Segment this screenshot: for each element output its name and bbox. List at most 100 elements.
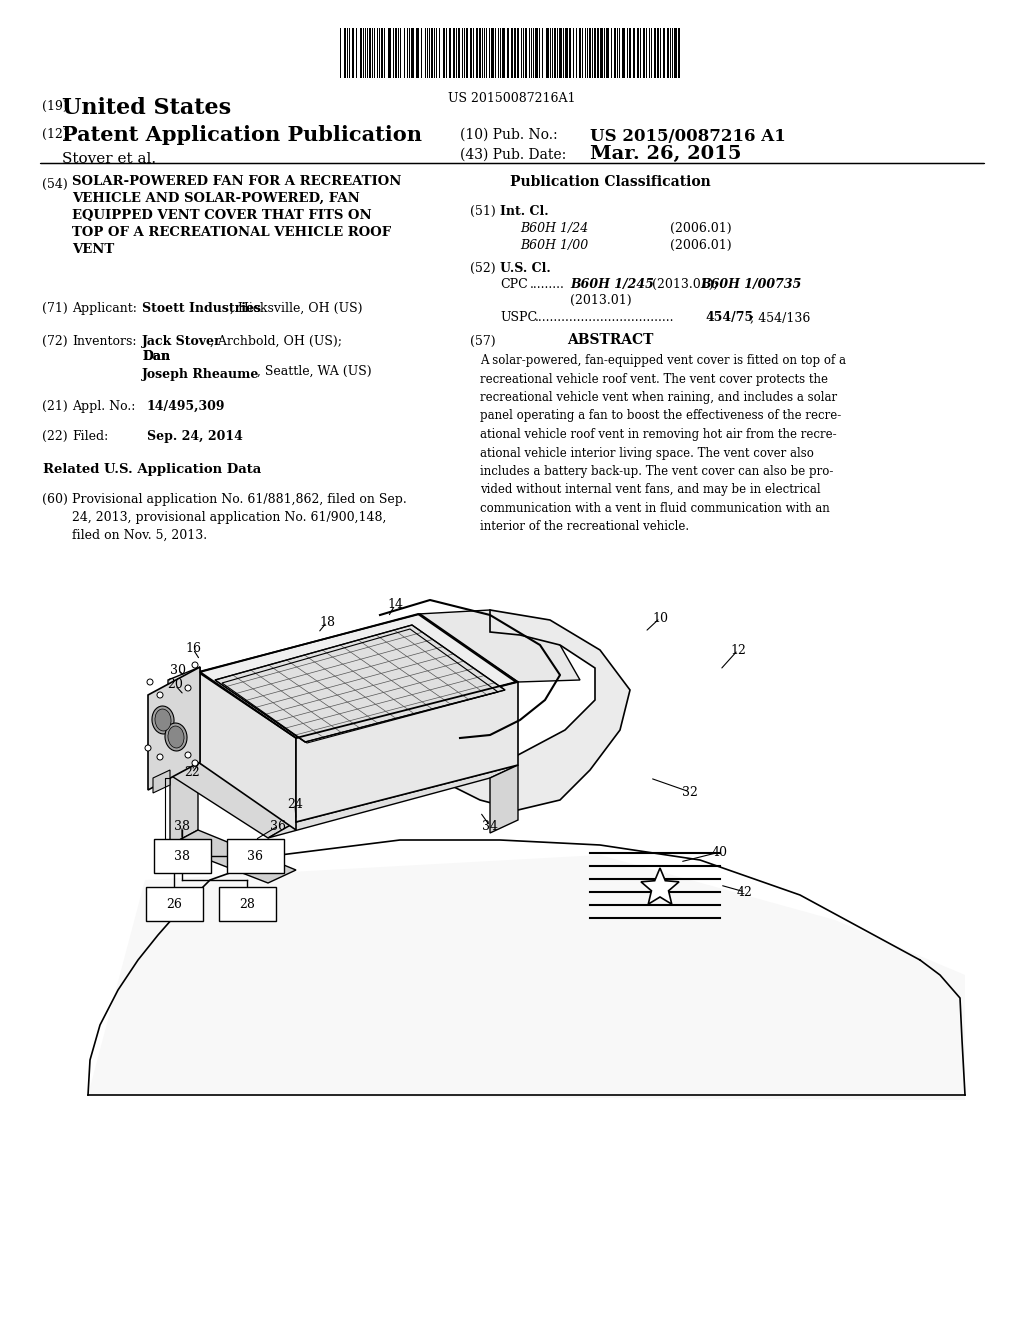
Text: , Seattle, WA (US): , Seattle, WA (US) <box>257 366 372 378</box>
Bar <box>674 28 677 78</box>
Bar <box>554 28 556 78</box>
Bar <box>535 28 538 78</box>
Text: (51): (51) <box>470 205 496 218</box>
Bar <box>597 28 599 78</box>
Bar <box>511 28 513 78</box>
Polygon shape <box>168 667 200 775</box>
Bar <box>388 28 391 78</box>
Polygon shape <box>198 672 296 830</box>
Polygon shape <box>490 766 518 833</box>
Text: B60H 1/00735: B60H 1/00735 <box>700 279 802 290</box>
Text: (43) Pub. Date:: (43) Pub. Date: <box>460 148 566 162</box>
Text: Provisional application No. 61/881,862, filed on Sep.
24, 2013, provisional appl: Provisional application No. 61/881,862, … <box>72 492 407 543</box>
Text: Int. Cl.: Int. Cl. <box>500 205 549 218</box>
Bar <box>525 28 527 78</box>
Text: (52): (52) <box>470 261 496 275</box>
Bar <box>479 28 481 78</box>
Circle shape <box>185 752 191 758</box>
Text: 10: 10 <box>652 611 668 624</box>
Bar <box>449 28 451 78</box>
Text: (71): (71) <box>42 302 68 315</box>
Polygon shape <box>296 682 518 822</box>
Polygon shape <box>215 624 505 742</box>
Text: 18: 18 <box>319 615 335 628</box>
Bar <box>606 28 609 78</box>
Bar <box>360 28 362 78</box>
Circle shape <box>193 760 198 766</box>
Text: 40: 40 <box>712 846 728 858</box>
Text: (21): (21) <box>42 400 68 413</box>
Text: Applicant:: Applicant: <box>72 302 137 315</box>
Circle shape <box>147 678 153 685</box>
Text: (54): (54) <box>42 178 68 191</box>
Bar <box>663 28 665 78</box>
Text: Inventors:: Inventors: <box>72 335 136 348</box>
Text: U.S. Cl.: U.S. Cl. <box>500 261 551 275</box>
Circle shape <box>157 754 163 760</box>
Polygon shape <box>641 869 679 904</box>
Text: Dan: Dan <box>142 350 170 363</box>
Text: 20: 20 <box>167 678 183 692</box>
Text: 34: 34 <box>482 820 498 833</box>
Bar <box>559 28 562 78</box>
Bar <box>416 28 419 78</box>
Polygon shape <box>170 830 296 883</box>
Text: Appl. No.:: Appl. No.: <box>72 400 135 413</box>
Text: 36: 36 <box>247 850 263 862</box>
Text: (57): (57) <box>470 335 496 348</box>
Text: (22): (22) <box>42 430 68 444</box>
Polygon shape <box>148 667 200 789</box>
Text: 30: 30 <box>170 664 186 676</box>
Bar <box>579 28 581 78</box>
Text: A solar-powered, fan-equipped vent cover is fitted on top of a
recreational vehi: A solar-powered, fan-equipped vent cover… <box>480 354 846 533</box>
Circle shape <box>157 692 163 698</box>
Circle shape <box>145 744 151 751</box>
Polygon shape <box>198 614 518 738</box>
Polygon shape <box>170 762 296 838</box>
Text: 14/495,309: 14/495,309 <box>147 400 225 413</box>
Bar <box>369 28 371 78</box>
Text: 454/75: 454/75 <box>705 312 753 323</box>
Bar <box>569 28 571 78</box>
Bar <box>514 28 516 78</box>
FancyBboxPatch shape <box>219 887 276 921</box>
Text: 26: 26 <box>166 898 182 911</box>
Text: .........: ......... <box>530 279 565 290</box>
Text: B60H 1/24: B60H 1/24 <box>520 222 588 235</box>
FancyBboxPatch shape <box>154 840 211 873</box>
Bar <box>600 28 603 78</box>
Text: Stoett Industries: Stoett Industries <box>142 302 261 315</box>
Bar <box>633 28 635 78</box>
Text: 36: 36 <box>270 820 286 833</box>
Ellipse shape <box>155 709 171 731</box>
Bar <box>453 28 455 78</box>
Bar <box>565 28 568 78</box>
Bar <box>411 28 414 78</box>
Text: (2013.01): (2013.01) <box>570 294 632 308</box>
Bar <box>470 28 472 78</box>
Bar <box>507 28 509 78</box>
Text: Patent Application Publication: Patent Application Publication <box>62 125 422 145</box>
Bar <box>589 28 591 78</box>
Bar <box>395 28 397 78</box>
Text: 14: 14 <box>387 598 403 611</box>
Text: 38: 38 <box>174 850 190 862</box>
Text: (10) Pub. No.:: (10) Pub. No.: <box>460 128 558 143</box>
Bar <box>352 28 354 78</box>
Text: (2013.01);: (2013.01); <box>648 279 722 290</box>
Text: Related U.S. Application Data: Related U.S. Application Data <box>43 463 261 477</box>
Text: 38: 38 <box>174 820 190 833</box>
Text: (2006.01): (2006.01) <box>670 222 731 235</box>
Polygon shape <box>268 766 518 838</box>
Ellipse shape <box>168 726 184 748</box>
Polygon shape <box>418 610 580 682</box>
Text: (2006.01): (2006.01) <box>670 239 731 252</box>
Text: ABSTRACT: ABSTRACT <box>567 333 653 347</box>
Polygon shape <box>88 855 965 1100</box>
Text: , Hicksville, OH (US): , Hicksville, OH (US) <box>230 302 362 315</box>
Circle shape <box>193 663 198 668</box>
Polygon shape <box>420 610 630 810</box>
Text: Sep. 24, 2014: Sep. 24, 2014 <box>147 430 243 444</box>
Text: ; 454/136: ; 454/136 <box>750 312 810 323</box>
Bar <box>490 28 494 78</box>
